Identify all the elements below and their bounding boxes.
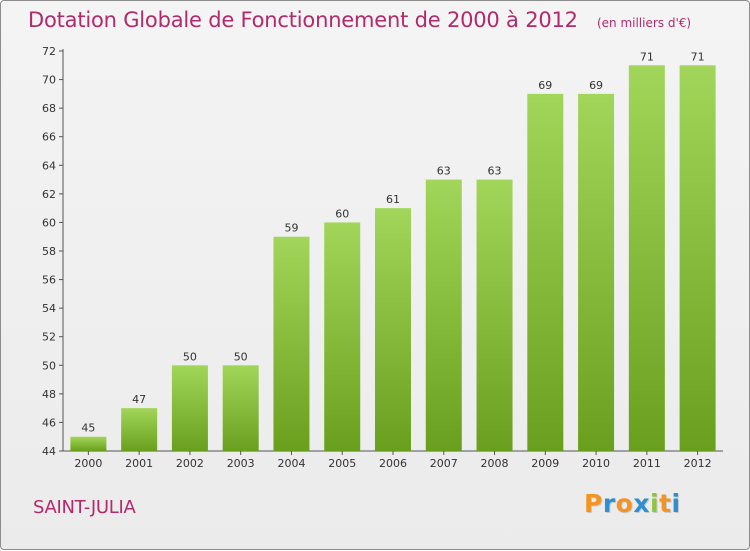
x-tick-label: 2001 (125, 457, 153, 470)
bar-value-label: 71 (640, 50, 654, 63)
labels: 44 46 48 50 52 54 56 58 60 62 64 66 68 70 72 2000 45 2001… (42, 45, 712, 470)
bar-value-label: 69 (538, 79, 552, 92)
bar-2010 (578, 93, 615, 451)
y-tick-label: 54 (42, 302, 56, 315)
bar-2007 (425, 179, 462, 452)
x-tick-label: 2008 (481, 457, 509, 470)
y-tick-label: 64 (42, 159, 56, 172)
bar-value-label: 45 (81, 422, 95, 435)
y-tick-label: 66 (42, 131, 56, 144)
y-tick-label: 62 (42, 188, 56, 201)
y-tick-label: 48 (42, 388, 56, 401)
bar-2006 (375, 208, 411, 451)
logo-letter: i (650, 489, 660, 518)
bar-2005 (324, 222, 361, 451)
bar-2001 (121, 408, 158, 451)
x-tick-label: 2011 (633, 457, 661, 470)
bar-value-label: 50 (183, 350, 197, 363)
x-tick-label: 2009 (531, 457, 559, 470)
y-tick-label: 56 (42, 274, 56, 287)
y-tick-label: 44 (42, 445, 56, 458)
bars (70, 65, 716, 452)
bar-2011 (628, 65, 665, 452)
bar-2008 (476, 179, 513, 452)
y-tick-label: 70 (42, 74, 56, 87)
x-tick-label: 2004 (277, 457, 305, 470)
bar-2012 (679, 65, 716, 452)
y-tick-label: 50 (42, 359, 56, 372)
bar-value-label: 63 (488, 165, 502, 178)
x-tick-label: 2007 (430, 457, 458, 470)
logo-letter: i (671, 489, 681, 518)
bar-2003 (222, 365, 259, 451)
x-tick-label: 2005 (328, 457, 356, 470)
bar-value-label: 71 (691, 50, 705, 63)
bar-value-label: 61 (386, 193, 400, 206)
chart-title: Dotation Globale de Fonctionnement de 20… (28, 8, 578, 32)
y-tick-label: 46 (42, 416, 56, 429)
x-tick-label: 2010 (582, 457, 610, 470)
bar-value-label: 50 (234, 350, 248, 363)
bar-value-label: 59 (284, 222, 298, 235)
bar-2004 (273, 236, 310, 451)
x-tick-label: 2012 (684, 457, 712, 470)
x-tick-label: 2003 (227, 457, 255, 470)
bar-value-label: 60 (335, 207, 349, 220)
y-tick-label: 68 (42, 102, 56, 115)
y-tick-label: 52 (42, 331, 56, 344)
proxiti-logo: Proxiti (584, 489, 681, 518)
bar-value-label: 47 (132, 393, 146, 406)
chart-unit-note: (en milliers d'€) (596, 16, 692, 30)
bar-value-label: 69 (589, 79, 603, 92)
bar-2009 (527, 93, 564, 451)
y-tick-label: 60 (42, 216, 56, 229)
bar-value-label: 63 (437, 165, 451, 178)
y-tick-label: 72 (42, 45, 56, 58)
x-tick-label: 2002 (176, 457, 204, 470)
logo-letter: t (659, 489, 672, 518)
bar-2002 (171, 365, 208, 451)
x-tick-label: 2006 (379, 457, 407, 470)
logo-letter: o (615, 489, 634, 518)
x-tick-label: 2000 (74, 457, 102, 470)
chart-title-row: Dotation Globale de Fonctionnement de 20… (28, 8, 691, 32)
logo-letter: r (602, 489, 616, 518)
logo-letter: x (633, 489, 650, 518)
bar-2000 (70, 436, 107, 451)
logo-letter: P (584, 489, 603, 518)
commune-name: SAINT-JULIA (33, 497, 136, 518)
y-tick-label: 58 (42, 245, 56, 258)
